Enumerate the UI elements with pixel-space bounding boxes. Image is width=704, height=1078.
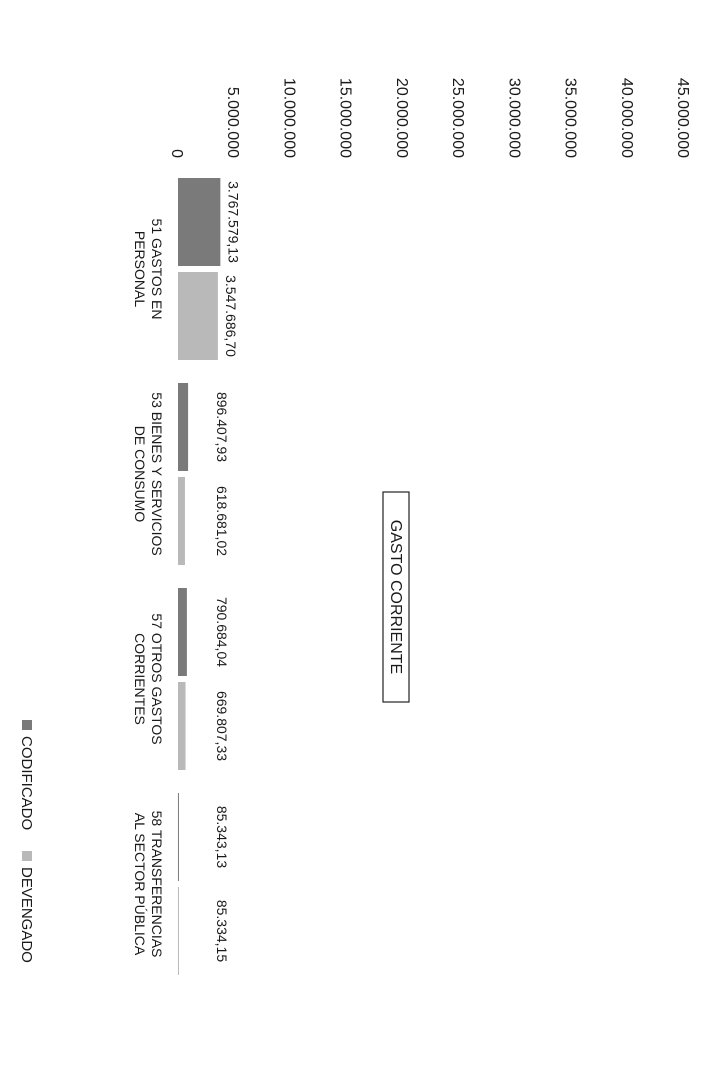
chart-title: GASTO CORRIENTE xyxy=(387,520,404,674)
y-tick-label: 20.000.000 xyxy=(393,78,410,158)
bars xyxy=(177,178,221,975)
data-label: 85.343,13 xyxy=(214,806,230,868)
category-label: 51 GASTOS EN xyxy=(149,219,165,320)
data-label: 3.767.579,13 xyxy=(225,181,241,263)
data-label: 669.807,33 xyxy=(214,691,230,761)
bar xyxy=(178,477,185,565)
category-label: AL SECTOR PÚBLICA xyxy=(132,813,148,956)
legend-swatch xyxy=(22,720,32,730)
y-tick-label: 30.000.000 xyxy=(505,78,522,158)
category-label: CORRIENTES xyxy=(132,633,148,725)
bar xyxy=(177,383,189,471)
data-labels: 3.767.579,13 3.547.686,70 896.407,93 618.68… xyxy=(214,181,241,962)
category-label: 53 BIENES Y SERVICIOS xyxy=(149,392,165,555)
bar xyxy=(178,682,186,770)
data-label: 618.681,02 xyxy=(214,486,230,556)
y-axis: 0 5.000.000 10.000.000 15.000.000 20.000.000… xyxy=(168,78,691,158)
category-label: 57 OTROS GASTOS xyxy=(149,613,165,744)
y-tick-label: 15.000.000 xyxy=(337,78,354,158)
category-label: PERSONAL xyxy=(132,231,148,307)
bar xyxy=(177,272,218,360)
chart-title-group: GASTO CORRIENTE xyxy=(382,491,410,703)
bar xyxy=(178,178,221,266)
data-label: 896.407,93 xyxy=(214,392,230,462)
y-tick-label: 25.000.000 xyxy=(449,78,466,158)
y-tick-label: 40.000.000 xyxy=(618,78,635,158)
bar xyxy=(178,588,187,676)
bar xyxy=(177,793,179,881)
y-tick-label: 35.000.000 xyxy=(562,78,579,158)
category-label: DE CONSUMO xyxy=(132,426,148,523)
bar xyxy=(177,887,179,975)
y-tick-label: 5.000.000 xyxy=(224,87,241,158)
legend-label: DEVENGADO xyxy=(18,867,35,963)
y-tick-label: 45.000.000 xyxy=(674,78,691,158)
legend-label: CODIFICADO xyxy=(18,736,35,830)
legend-swatch xyxy=(22,851,32,861)
data-label: 790.684,04 xyxy=(214,597,230,667)
category-label: 58 TRANSFERENCIAS xyxy=(149,811,165,958)
legend: CODIFICADO DEVENGADO xyxy=(18,720,35,963)
y-tick-label: 10.000.000 xyxy=(280,78,297,158)
data-label: 85.334,15 xyxy=(214,900,230,962)
chart-title-box xyxy=(382,491,410,703)
y-tick-label: 0 xyxy=(168,149,185,158)
data-label: 3.547.686,70 xyxy=(223,275,239,357)
